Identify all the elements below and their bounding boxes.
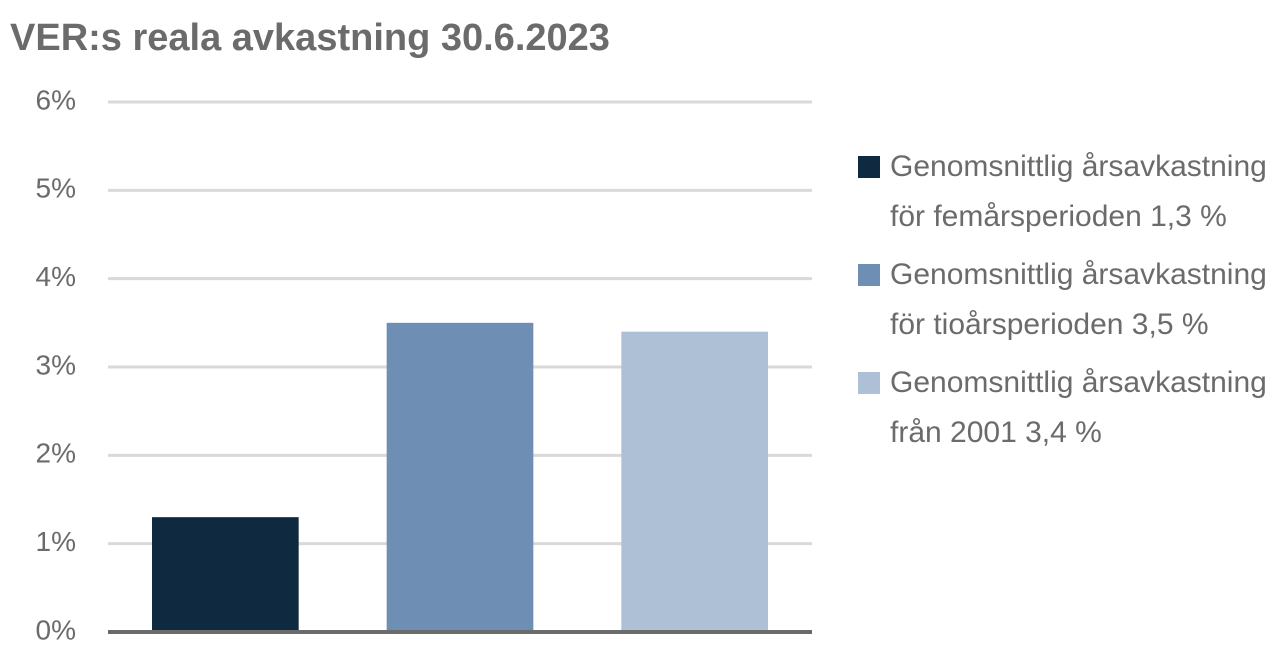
y-tick-label: 0%: [36, 614, 76, 645]
legend-swatch: [858, 372, 880, 394]
legend-line: för tioårsperioden 3,5 %: [890, 308, 1209, 341]
legend-label: Genomsnittlig årsavkastning för tioårsper…: [890, 258, 1267, 341]
bar: [621, 331, 768, 632]
legend-line: för femårsperioden 1,3 %: [890, 200, 1227, 233]
legend-swatch: [858, 264, 880, 286]
bar: [386, 322, 534, 632]
y-tick-label: 4%: [36, 261, 76, 292]
legend-label: Genomsnittlig årsavkastning från 2001 3,4…: [890, 366, 1267, 449]
legend-swatch: [858, 156, 880, 178]
legend-line: från 2001 3,4 %: [890, 416, 1102, 449]
y-tick-label: 1%: [36, 526, 76, 557]
bar: [152, 517, 299, 632]
legend-line: Genomsnittlig årsavkastning: [890, 258, 1267, 291]
legend-label: Genomsnittlig årsavkastning för femårsper…: [890, 150, 1267, 233]
legend-line: Genomsnittlig årsavkastning: [890, 150, 1267, 183]
y-tick-label: 5%: [36, 173, 76, 204]
legend-line: Genomsnittlig årsavkastning: [890, 366, 1267, 399]
y-tick-label: 6%: [36, 84, 76, 115]
y-tick-label: 2%: [36, 438, 76, 469]
chart-title: VER:s reala avkastning 30.6.2023: [10, 17, 610, 59]
y-tick-label: 3%: [36, 349, 76, 380]
